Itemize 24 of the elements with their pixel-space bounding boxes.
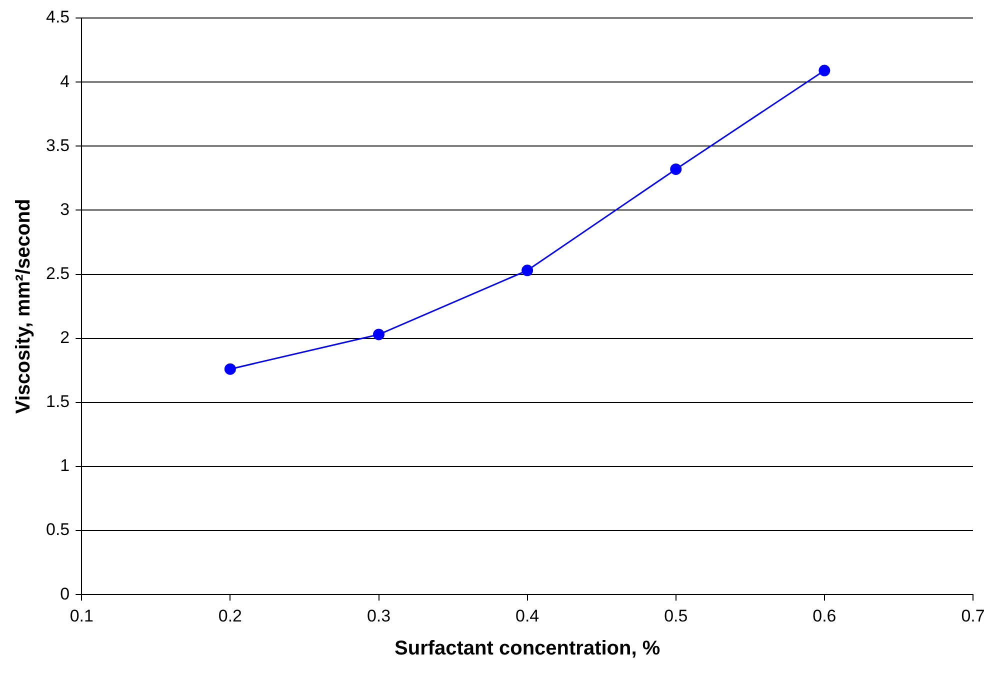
- point: [670, 163, 682, 175]
- x-tick-label: 0.4: [515, 606, 540, 626]
- y-tick-label: 4: [60, 72, 70, 91]
- x-tick-label: 0.2: [218, 606, 242, 626]
- y-tick-label: 0: [60, 584, 70, 604]
- x-tick-label: 0.1: [70, 606, 94, 626]
- x-tick-label: 0.3: [366, 606, 391, 626]
- point: [818, 64, 830, 76]
- y-axis-title: Viscosity, mm²/second: [12, 198, 35, 414]
- x-tick-label: 0.5: [664, 606, 688, 626]
- x-tick-label: 0.6: [812, 606, 836, 626]
- y-tick-label: 1.5: [46, 392, 70, 412]
- y-tick-label: 4.5: [46, 8, 70, 27]
- point: [373, 328, 385, 340]
- y-tick-label: 3.5: [46, 136, 70, 155]
- x-axis-title: Surfactant concentration, %: [394, 638, 660, 660]
- point: [522, 264, 534, 276]
- y-tick-label: 0.5: [46, 520, 70, 540]
- y-tick-label: 2: [60, 328, 70, 348]
- y-tick-label: 2.5: [46, 264, 70, 283]
- x-tick-label: 0.7: [961, 606, 985, 626]
- y-tick-label: 3: [60, 200, 70, 219]
- y-tick-label: 1: [60, 456, 70, 476]
- point: [224, 363, 236, 375]
